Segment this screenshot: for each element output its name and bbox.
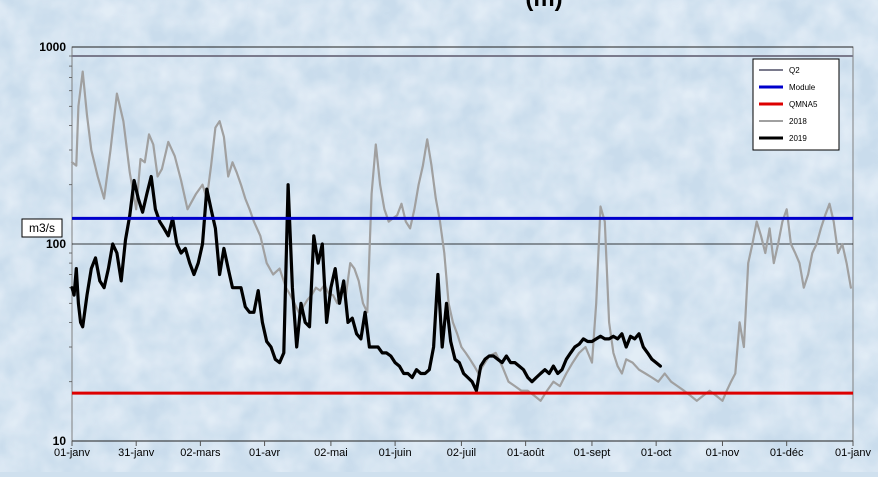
- y-tick-label: 1000: [39, 40, 66, 54]
- x-tick-label: 01-janv: [835, 447, 872, 459]
- x-tick-label: 02-mai: [314, 447, 348, 459]
- y-axis-label: m3/s: [29, 221, 55, 235]
- legend-label-qmna5: QMNA5: [789, 100, 818, 109]
- legend-label-module: Module: [789, 83, 816, 92]
- chart-title: (m): [525, 0, 562, 12]
- y-tick-label: 100: [46, 237, 66, 251]
- x-tick-label: 01-déc: [770, 447, 804, 459]
- x-tick-label: 01-juin: [379, 447, 412, 459]
- x-tick-label: 01-nov: [706, 447, 740, 459]
- x-tick-label: 31-janv: [118, 447, 155, 459]
- x-tick-label: 01-oct: [641, 447, 672, 459]
- x-tick-label: 01-sept: [574, 447, 611, 459]
- x-tick-label: 02-mars: [180, 447, 221, 459]
- legend-label-2019: 2019: [789, 134, 807, 143]
- x-tick-label: 02-juil: [447, 447, 476, 459]
- x-tick-label: 01-janv: [54, 447, 91, 459]
- y-axis-label-frame: [21, 218, 63, 238]
- y-axis-label-box: m3/s: [21, 218, 63, 238]
- legend-label-q2: Q2: [789, 66, 800, 75]
- x-tick-label: 01-août: [507, 447, 544, 459]
- legend: Q2 Module QMNA5 2018 2019: [752, 58, 840, 151]
- y-tick-label: 10: [53, 434, 67, 448]
- x-tick-label: 01-avr: [249, 447, 281, 459]
- series-line-2018: [70, 70, 853, 402]
- plot-area: 10 100 1000 01-janv 31-janv 02-mars 01-avr 02-m…: [39, 40, 871, 459]
- series-line-2019: [70, 174, 663, 393]
- legend-label-2018: 2018: [789, 117, 807, 126]
